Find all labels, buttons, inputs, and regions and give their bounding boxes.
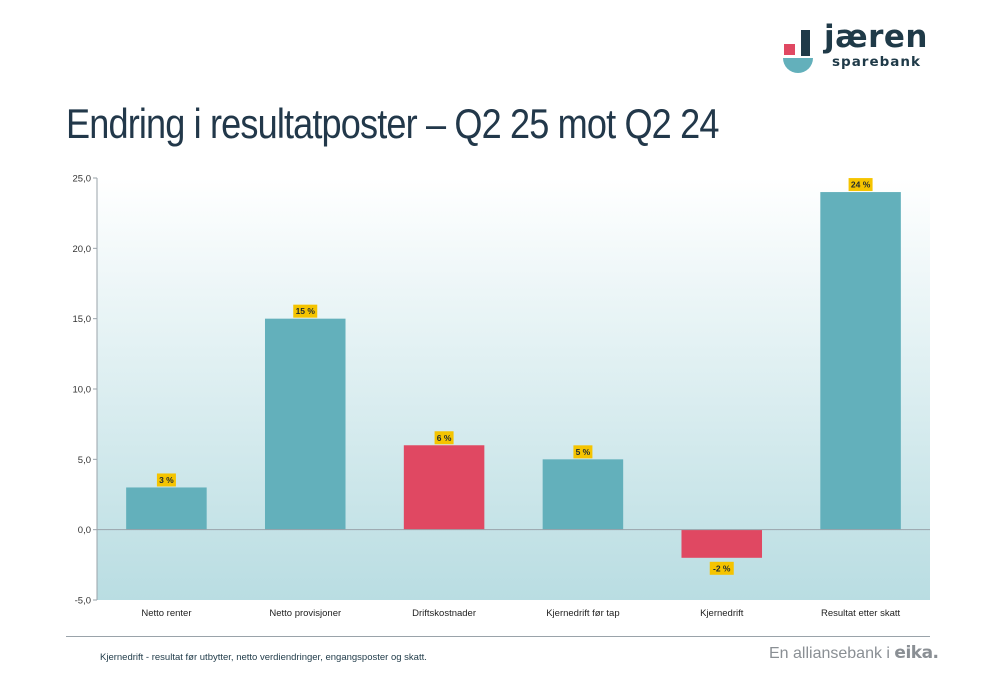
y-tick-label: 20,0	[73, 244, 92, 255]
x-category-label: Resultat etter skatt	[821, 608, 901, 619]
data-label: 3 %	[159, 475, 174, 485]
y-tick-label: 25,0	[73, 174, 92, 185]
x-category-label: Netto renter	[141, 608, 191, 619]
plot-area	[97, 178, 930, 600]
brand-logo: jæren sparebank	[780, 22, 940, 76]
y-tick-label: 5,0	[78, 455, 91, 466]
x-category-label: Kjernedrift før tap	[546, 608, 619, 619]
footer-rule	[66, 636, 930, 637]
x-category-label: Driftskostnader	[412, 608, 476, 619]
bar	[820, 192, 901, 530]
data-label-bg	[709, 561, 734, 575]
brand-name: jæren	[824, 19, 928, 55]
y-tick-label: 0,0	[78, 525, 91, 536]
x-category-label: Netto provisjoner	[269, 608, 341, 619]
y-tick-label: 10,0	[73, 385, 92, 396]
bar	[542, 459, 624, 530]
data-label-bg	[156, 473, 176, 487]
page-title: Endring i resultatposter – Q2 25 mot Q2 …	[66, 100, 719, 147]
data-label-bg	[293, 304, 318, 318]
x-category-label: Kjernedrift	[700, 608, 744, 619]
brand-sub: sparebank	[832, 54, 921, 70]
data-label: 5 %	[576, 447, 591, 457]
bar	[403, 445, 485, 530]
data-label: 24 %	[851, 180, 871, 190]
tagline-text: En alliansebank i	[769, 645, 890, 662]
data-label: 15 %	[296, 306, 316, 316]
y-tick-label: 15,0	[73, 314, 92, 325]
bar	[126, 487, 207, 530]
tagline: En alliansebank i eika.	[769, 643, 939, 663]
y-tick-label: -5,0	[75, 596, 91, 607]
bar	[264, 318, 346, 530]
data-label-bg	[573, 445, 593, 459]
eika-logo: eika.	[894, 643, 939, 663]
brand-mark-icon	[783, 30, 813, 73]
data-label-bg	[848, 178, 873, 192]
data-label: 6 %	[437, 433, 452, 443]
bar	[681, 529, 763, 558]
data-label-bg	[434, 431, 454, 445]
data-label: -2 %	[713, 563, 731, 573]
footnote: Kjernedrift - resultat før utbytter, net…	[100, 652, 427, 663]
